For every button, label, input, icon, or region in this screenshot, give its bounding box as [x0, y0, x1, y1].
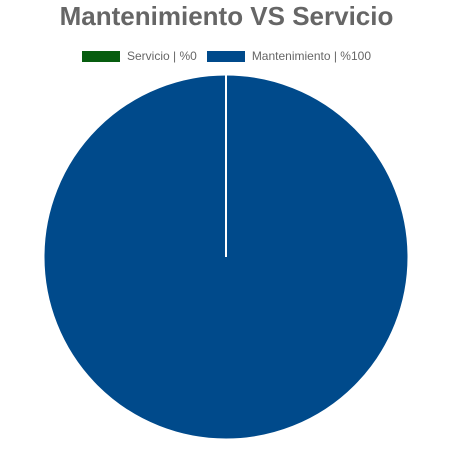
legend-item-mantenimiento[interactable]: Mantenimiento | %100 — [206, 49, 371, 63]
legend-label-mantenimiento: Mantenimiento | %100 — [251, 49, 371, 63]
chart-title: Mantenimiento VS Servicio — [59, 1, 394, 31]
legend-swatch-mantenimiento — [206, 50, 245, 62]
legend-swatch-servicio — [82, 50, 120, 62]
legend-label-servicio: Servicio | %0 — [127, 49, 197, 63]
chart-legend: Servicio | %0 Mantenimiento | %100 — [0, 49, 453, 63]
legend-item-servicio[interactable]: Servicio | %0 — [82, 49, 197, 63]
